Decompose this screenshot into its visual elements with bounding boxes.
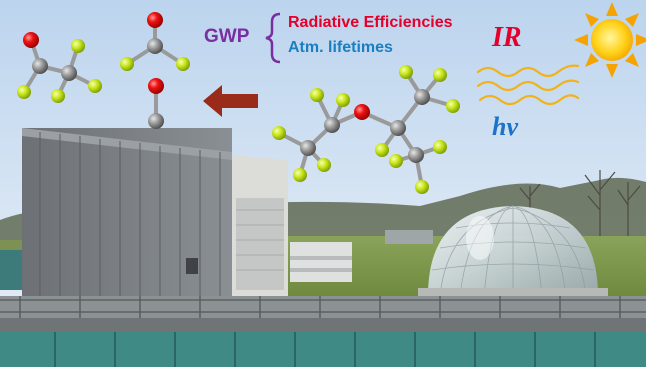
degradation-arrow-icon [203, 85, 258, 117]
laboratory-building [22, 128, 288, 305]
ir-label: IR [492, 22, 522, 53]
atm-lifetimes-label: Atm. lifetimes [288, 39, 393, 56]
gwp-label: GWP [204, 26, 250, 47]
hv-label: hν [492, 112, 518, 141]
facade-panels [0, 332, 646, 367]
far-building [385, 230, 433, 244]
sun-icon [574, 2, 646, 78]
molecule-hfe-icon [272, 65, 460, 194]
brace-icon [265, 12, 281, 64]
molecule-cof2-icon [120, 12, 190, 71]
annex-building [290, 242, 352, 282]
bare-trees [519, 170, 641, 250]
railing [0, 296, 646, 320]
molecule-co-icon [148, 78, 164, 129]
roof-deck [0, 296, 646, 318]
radiative-efficiencies-label: Radiative Efficiencies [288, 14, 453, 31]
ir-waves-icon [476, 64, 580, 106]
molecule-cf3cof-icon [17, 32, 102, 103]
